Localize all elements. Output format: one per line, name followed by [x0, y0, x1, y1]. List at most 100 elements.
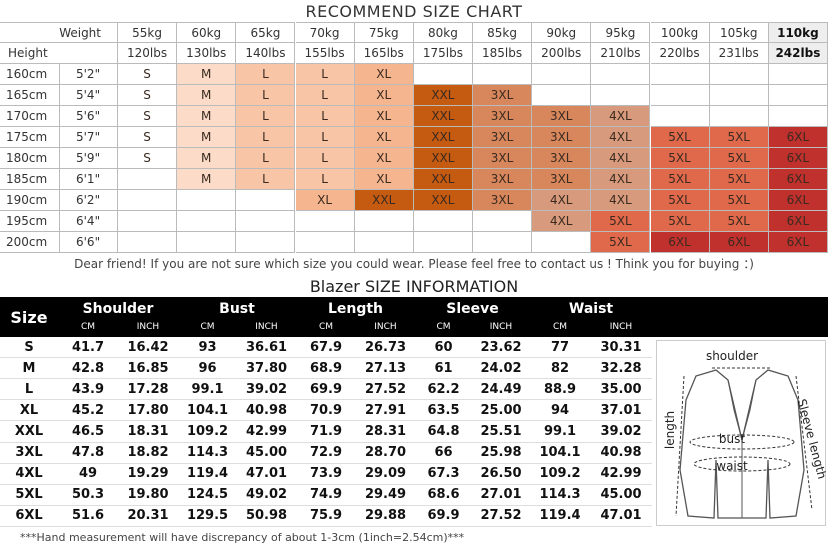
size-cell: XL	[295, 190, 355, 211]
empty-cell	[177, 211, 237, 232]
measure-value: 62.2	[415, 379, 472, 401]
size-cell: L	[295, 169, 355, 190]
unit-header: INCH	[374, 322, 397, 332]
measure-header: Shoulder	[82, 301, 154, 317]
empty-cell	[650, 106, 710, 127]
weight-kg: 70kg	[295, 22, 355, 43]
measure-value: 66	[415, 443, 472, 464]
size-cell: 5XL	[650, 169, 710, 190]
chart-title: RECOMMEND SIZE CHART	[305, 1, 523, 21]
measure-value: 104.1	[178, 400, 237, 422]
weight-lbs: 210lbs	[591, 43, 651, 64]
weight-kg: 65kg	[236, 22, 296, 43]
measure-value: 25.51	[472, 421, 530, 443]
height-cm: 185cm	[0, 169, 60, 190]
weight-kg: 90kg	[532, 22, 592, 43]
size-cell: L	[236, 169, 296, 190]
size-cell: 6XL	[768, 211, 828, 232]
size-cell: 3XL	[532, 127, 592, 148]
measure-value: 37.01	[590, 400, 652, 422]
measure-value: 32.28	[590, 358, 652, 380]
size-cell: XL	[354, 64, 414, 85]
measure-value: 93	[178, 337, 237, 359]
height-cm: 200cm	[0, 232, 60, 253]
weight-lbs: 200lbs	[532, 43, 592, 64]
measure-value: 99.1	[178, 379, 237, 401]
measure-value: 37.80	[237, 358, 296, 380]
size-name: 5XL	[0, 485, 58, 506]
measure-value: 26.73	[356, 337, 415, 359]
empty-cell	[532, 64, 592, 85]
measure-value: 29.88	[356, 506, 415, 527]
measure-value: 24.49	[472, 379, 530, 401]
size-cell: L	[295, 127, 355, 148]
measure-value: 124.5	[178, 485, 237, 506]
empty-cell	[650, 85, 710, 106]
size-cell: 6XL	[768, 232, 828, 253]
measure-value: 69.9	[415, 506, 472, 527]
size-cell: XXL	[413, 148, 473, 169]
measure-value: 27.52	[356, 379, 415, 401]
measure-value: 18.31	[118, 421, 178, 443]
size-cell: 3XL	[473, 148, 533, 169]
size-cell: 5XL	[650, 127, 710, 148]
weight-kg: 80kg	[413, 22, 473, 43]
unit-header: INCH	[136, 322, 160, 332]
measure-value: 67.9	[296, 337, 356, 359]
height-ft: 6'2"	[60, 190, 118, 211]
header-band	[0, 297, 828, 337]
measure-value: 27.91	[356, 400, 415, 422]
size-cell: XL	[354, 106, 414, 127]
measure-value: 45.2	[58, 400, 118, 422]
size-cell: 6XL	[650, 232, 710, 253]
measure-value: 68.9	[296, 358, 356, 380]
measure-value: 67.3	[415, 464, 472, 485]
size-cell: 3XL	[532, 169, 592, 190]
weight-lbs: 185lbs	[473, 43, 533, 64]
weight-kg: 85kg	[473, 22, 533, 43]
size-cell: 6XL	[768, 190, 828, 211]
size-cell: XL	[354, 148, 414, 169]
empty-cell	[236, 190, 296, 211]
measure-value: 46.5	[58, 421, 118, 443]
size-cell: L	[295, 148, 355, 169]
empty-cell	[591, 85, 651, 106]
size-cell: S	[118, 127, 178, 148]
waist-label: waist	[716, 459, 748, 473]
size-cell: 3XL	[532, 148, 592, 169]
size-name: M	[0, 358, 58, 380]
measure-value: 99.1	[530, 421, 590, 443]
size-cell: 4XL	[591, 169, 651, 190]
measure-value: 25.00	[472, 400, 530, 422]
size-cell: M	[177, 169, 237, 190]
size-cell: 3XL	[473, 190, 533, 211]
size-name: L	[0, 379, 58, 401]
size-name: XXL	[0, 421, 58, 443]
unit-header: CM	[552, 322, 568, 332]
measure-value: 96	[178, 358, 237, 380]
bust-label: bust	[719, 432, 745, 446]
empty-cell	[709, 64, 769, 85]
height-ft: 5'2"	[60, 64, 118, 85]
size-cell: 5XL	[709, 148, 769, 169]
empty-cell	[532, 232, 592, 253]
empty-cell	[118, 169, 178, 190]
size-cell: 5XL	[591, 232, 651, 253]
empty-cell	[473, 232, 533, 253]
measure-value: 19.80	[118, 485, 178, 506]
measure-value: 74.9	[296, 485, 356, 506]
size-cell: L	[236, 148, 296, 169]
size-cell: 6XL	[709, 232, 769, 253]
measure-value: 25.98	[472, 443, 530, 464]
shoulder-label: shoulder	[706, 349, 758, 363]
measure-value: 114.3	[530, 485, 590, 506]
measure-value: 28.70	[356, 443, 415, 464]
measure-value: 39.02	[237, 379, 296, 401]
size-cell: 5XL	[709, 211, 769, 232]
size-cell: 6XL	[768, 148, 828, 169]
empty-cell	[768, 85, 828, 106]
measure-value: 43.9	[58, 379, 118, 401]
empty-cell	[295, 211, 355, 232]
size-note: Dear friend! If you are not sure which s…	[74, 256, 754, 271]
